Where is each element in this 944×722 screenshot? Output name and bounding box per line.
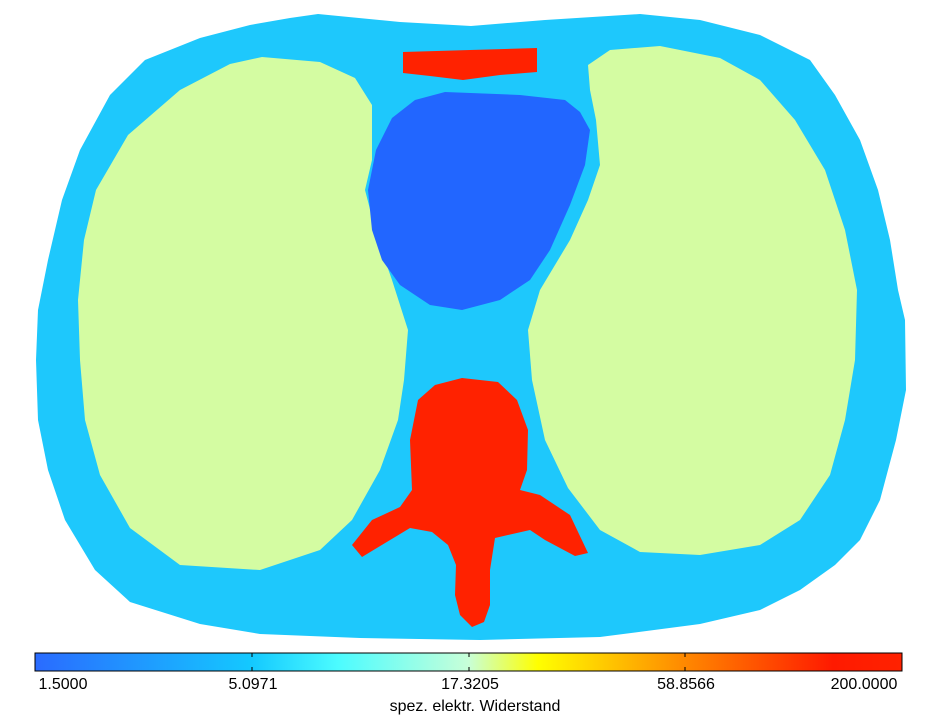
left-lung-region — [78, 57, 408, 570]
sternum-region — [403, 48, 537, 80]
colorbar-tick-label: 5.0971 — [228, 676, 278, 693]
colorbar-tick-label: 200.0000 — [830, 676, 898, 693]
heart-region — [368, 92, 590, 310]
colorbar-title: spez. elektr. Widerstand — [389, 698, 561, 715]
colorbar-tick-label: 1.5000 — [38, 676, 88, 693]
colorbar-tick-label: 17.3205 — [441, 676, 499, 693]
vertebra-region — [352, 378, 588, 627]
colorbar-tick-marks — [251, 653, 686, 671]
right-lung-region — [528, 46, 857, 555]
colorbar-tick-label: 58.8566 — [657, 676, 715, 693]
